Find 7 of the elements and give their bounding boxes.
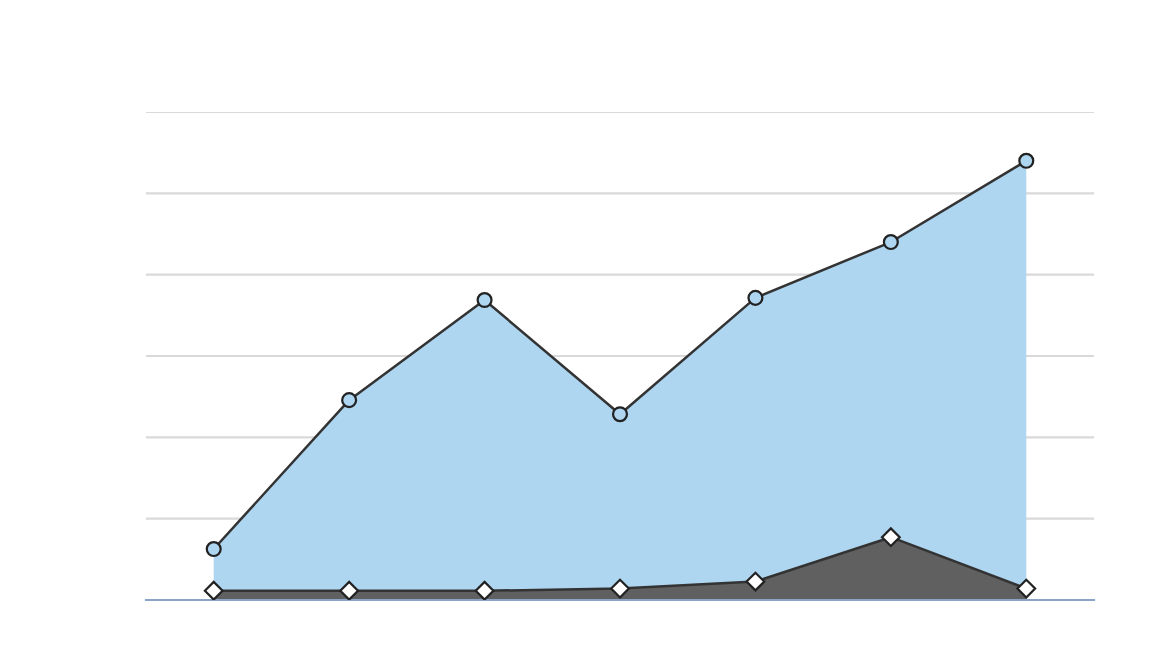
point	[1018, 152, 1035, 169]
point	[747, 289, 764, 306]
point	[611, 406, 629, 423]
point	[476, 291, 493, 309]
point	[205, 541, 222, 558]
point	[341, 392, 358, 409]
point	[882, 234, 899, 251]
